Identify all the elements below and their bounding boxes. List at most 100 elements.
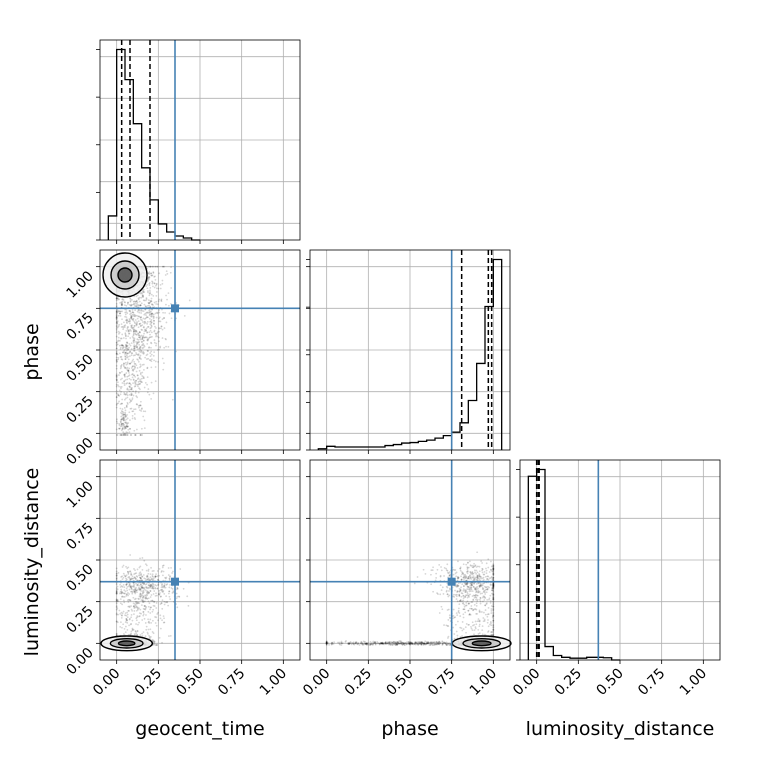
sample-point bbox=[125, 321, 128, 324]
sample-point bbox=[156, 332, 159, 335]
sample-point bbox=[125, 304, 128, 307]
sample-point bbox=[124, 361, 127, 364]
sample-point bbox=[128, 411, 131, 414]
sample-point bbox=[137, 391, 140, 394]
sample-point bbox=[143, 582, 145, 585]
sample-point bbox=[128, 390, 131, 393]
sample-point bbox=[120, 429, 123, 432]
sample-point bbox=[125, 345, 127, 348]
sample-point bbox=[123, 346, 125, 349]
sample-point bbox=[142, 600, 144, 603]
sample-point bbox=[439, 641, 442, 644]
sample-point bbox=[139, 351, 142, 354]
sample-point bbox=[149, 329, 152, 332]
sample-point bbox=[148, 302, 150, 305]
sample-point bbox=[150, 342, 153, 345]
sample-point bbox=[139, 372, 142, 374]
sample-point bbox=[126, 388, 129, 391]
sample-point bbox=[146, 631, 149, 634]
sample-point bbox=[168, 586, 171, 589]
sample-point bbox=[167, 304, 170, 307]
sample-point bbox=[144, 608, 147, 611]
sample-point bbox=[139, 363, 142, 366]
sample-point bbox=[140, 292, 142, 295]
sample-point bbox=[125, 354, 128, 357]
sample-point bbox=[134, 315, 136, 318]
sample-point bbox=[132, 588, 135, 591]
sample-point bbox=[122, 299, 125, 301]
sample-point bbox=[140, 599, 143, 601]
sample-point bbox=[148, 331, 151, 334]
sample-point bbox=[149, 586, 151, 589]
sample-point bbox=[130, 386, 133, 389]
sample-point bbox=[128, 319, 131, 322]
sample-point bbox=[146, 311, 149, 314]
sample-point bbox=[140, 316, 142, 318]
sample-point bbox=[128, 577, 131, 580]
sample-point bbox=[134, 592, 137, 595]
sample-point bbox=[149, 323, 152, 326]
sample-point bbox=[146, 316, 149, 318]
sample-point bbox=[169, 634, 172, 637]
sample-point bbox=[116, 588, 119, 591]
sample-point bbox=[146, 304, 149, 307]
sample-point bbox=[150, 358, 153, 361]
sample-point bbox=[129, 300, 132, 303]
sample-point bbox=[121, 333, 124, 336]
sample-point bbox=[143, 386, 146, 389]
sample-point bbox=[120, 614, 123, 617]
sample-point bbox=[150, 583, 152, 586]
sample-point bbox=[134, 354, 136, 357]
sample-point bbox=[115, 406, 118, 409]
sample-point bbox=[120, 590, 123, 593]
sample-point bbox=[160, 595, 162, 598]
sample-point bbox=[148, 273, 151, 275]
sample-point bbox=[132, 354, 135, 357]
sample-point bbox=[161, 564, 164, 567]
sample-point bbox=[124, 301, 126, 304]
sample-point bbox=[145, 575, 148, 578]
sample-point bbox=[123, 592, 126, 595]
sample-point bbox=[126, 347, 129, 350]
sample-point bbox=[127, 348, 129, 351]
sample-point bbox=[147, 577, 150, 580]
sample-point bbox=[150, 297, 153, 300]
sample-point bbox=[115, 591, 118, 593]
sample-point bbox=[120, 363, 123, 366]
sample-point bbox=[148, 309, 151, 312]
sample-point bbox=[164, 586, 167, 589]
sample-point bbox=[133, 349, 136, 352]
sample-point bbox=[132, 628, 135, 631]
sample-point bbox=[145, 327, 148, 330]
sample-point bbox=[161, 357, 164, 360]
sample-point bbox=[141, 579, 144, 582]
sample-point bbox=[130, 324, 133, 327]
sample-point bbox=[118, 427, 120, 430]
sample-point bbox=[158, 327, 161, 330]
sample-point bbox=[115, 633, 118, 635]
sample-point bbox=[158, 330, 161, 333]
sample-point bbox=[115, 356, 118, 359]
sample-point bbox=[170, 287, 173, 289]
sample-point bbox=[128, 371, 130, 374]
sample-point bbox=[122, 595, 125, 598]
sample-point bbox=[120, 616, 123, 619]
sample-point bbox=[138, 589, 141, 591]
sample-point bbox=[156, 265, 159, 268]
sample-point bbox=[138, 343, 141, 346]
sample-point bbox=[124, 326, 126, 328]
sample-point bbox=[116, 326, 119, 329]
xlabel-phase: phase bbox=[381, 718, 438, 740]
sample-point bbox=[130, 378, 132, 381]
sample-point bbox=[136, 607, 139, 610]
sample-point bbox=[157, 583, 160, 586]
sample-point bbox=[131, 309, 134, 311]
sample-point bbox=[441, 641, 444, 644]
sample-point bbox=[119, 346, 122, 349]
sample-point bbox=[118, 427, 121, 430]
sample-point bbox=[115, 378, 118, 381]
sample-point bbox=[136, 374, 139, 377]
sample-point bbox=[127, 355, 129, 358]
sample-point bbox=[128, 609, 130, 612]
sample-point bbox=[163, 600, 166, 603]
